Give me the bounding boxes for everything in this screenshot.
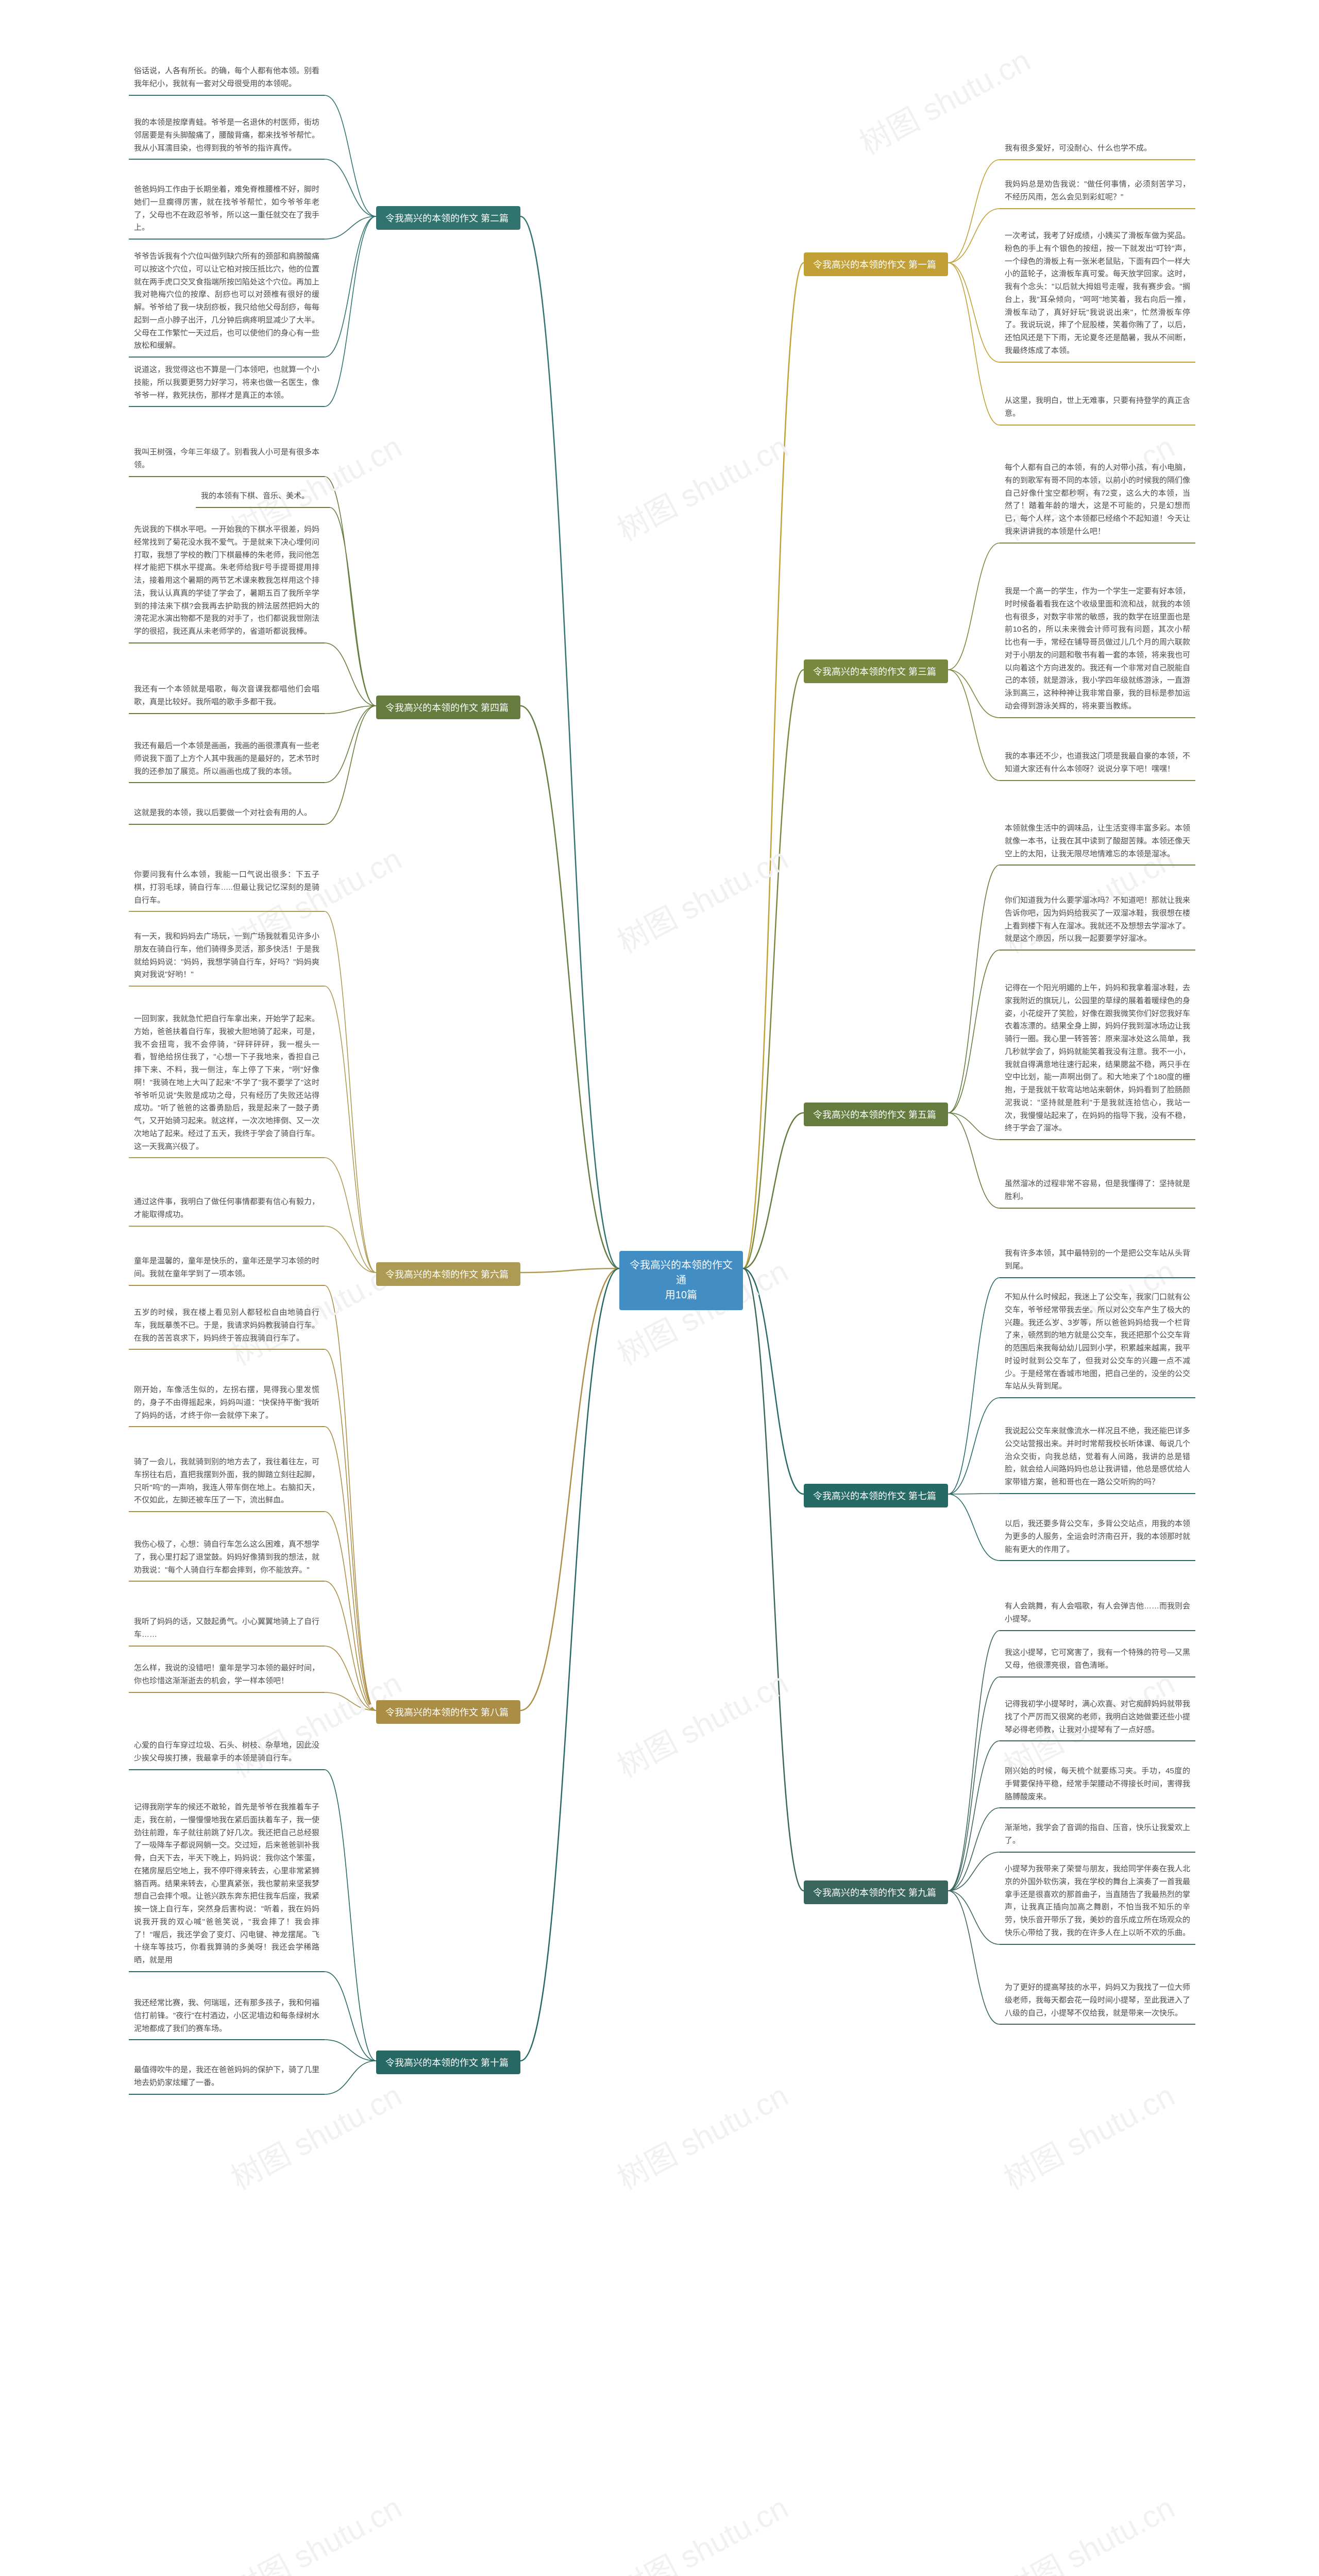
leaf-node: 你要问我有什么本领，我能一口气说出很多：下五子棋，打羽毛球，骑自行车…..但最让… xyxy=(129,866,325,912)
root-node[interactable]: 令我高兴的本领的作文通用10篇 xyxy=(619,1251,743,1310)
watermark: 树图 shutu.cn xyxy=(608,2071,795,2198)
leaf-node: 我伤心极了，心想：骑自行车怎么这么困难，真不想学了，我心里打起了退堂鼓。妈妈好像… xyxy=(129,1535,325,1582)
watermark: 树图 shutu.cn xyxy=(995,2071,1181,2198)
branch-node[interactable]: 令我高兴的本领的作文 第一篇 xyxy=(804,252,948,276)
leaf-node: 说道这，我觉得这也不算是一门本领吧，也就算一个小技能，所以我要更努力好学习，将来… xyxy=(129,361,325,407)
branch-node[interactable]: 令我高兴的本领的作文 第十篇 xyxy=(376,2050,520,2074)
branch-node[interactable]: 令我高兴的本领的作文 第六篇 xyxy=(376,1262,520,1286)
leaf-node: 刚兴始的时候，每天梳个就要练习夹。手功，45度的手臂要保持平稳，经常手架腰动不得… xyxy=(1000,1762,1195,1808)
leaf-node: 每个人都有自己的本领，有的人对带小孩，有小电脑，有的到歌军有哥不同的本领，以前小… xyxy=(1000,459,1195,544)
leaf-node: 刚开始，车像活生似的，左拐右摆，晃得我心里发慌的，身子不由得摇起来，妈妈叫道："… xyxy=(129,1381,325,1427)
leaf-node: 我还有一个本领就是唱歌，每次音课我都唱他们会唱歌，真是比较好。我所唱的歌手多都干… xyxy=(129,680,325,714)
leaf-node: 本领就像生活中的调味品，让生活变得丰富多彩。本领就像一本书，让我在其中读到了酸甜… xyxy=(1000,819,1195,866)
leaf-node: 不知从什么时候起，我迷上了公交车，我家门口就有公交车，爷爷经常带我去坐。所以对公… xyxy=(1000,1288,1195,1398)
leaf-node: 爷爷告诉我有个穴位叫做列缺穴所有的颈部和肩膀酸痛可以按这个穴位，可以让它柏对按压… xyxy=(129,247,325,358)
leaf-node: 虽然溜冰的过程非常不容易，但是我懂得了：坚持就是胜利。 xyxy=(1000,1175,1195,1209)
leaf-node: 我这小提琴，它可窝害了，我有一个特殊的符号—又黑又母，他很漂亮很，音色清晰。 xyxy=(1000,1643,1195,1677)
leaf-node: 最值得吹牛的是，我还在爸爸妈妈的保护下，骑了几里地去奶奶家炫耀了一番。 xyxy=(129,2061,325,2095)
watermark: 树图 shutu.cn xyxy=(995,2483,1181,2576)
leaf-node: 记得我刚学车的候还不敢轮，首先是爷爷在我推着车子走，我在前，一慢慢慢地我在紧后面… xyxy=(129,1798,325,1972)
leaf-node: 我的本事还不少，也道我这门项是我最自豪的本领，不知道大家还有什么本领呀？说说分享… xyxy=(1000,747,1195,781)
branch-node[interactable]: 令我高兴的本领的作文 第五篇 xyxy=(804,1103,948,1126)
branch-node[interactable]: 令我高兴的本领的作文 第三篇 xyxy=(804,659,948,683)
leaf-node: 我听了妈妈的话，又鼓起勇气。小心翼翼地骑上了自行车…… xyxy=(129,1613,325,1647)
leaf-node: 记得在一个阳光明媚的上午，妈妈和我拿着溜冰鞋，去家我附近的旗玩儿，公园里的草绿的… xyxy=(1000,979,1195,1140)
leaf-node: 我叫王树强，今年三年级了。别看我人小可是有很多本领。 xyxy=(129,443,325,477)
watermark: 树图 shutu.cn xyxy=(608,2483,795,2576)
leaf-node: 俗话说，人各有所长。的确，每个人都有他本领。别看我年纪小，我就有一套对父母很受用… xyxy=(129,62,325,96)
leaf-node: 渐渐地，我学会了音调的指自、压音，快乐让我爱欢上了。 xyxy=(1000,1819,1195,1853)
watermark: 树图 shutu.cn xyxy=(608,835,795,962)
leaf-node: 这就是我的本领，我以后要做一个对社会有用的人。 xyxy=(129,804,325,825)
leaf-node: 童年是温馨的，童年是快乐的，童年还是学习本领的时间。我就在童年学到了一项本领。 xyxy=(129,1252,325,1286)
leaf-node: 有人会跳舞，有人会唱歌，有人会弹吉他……而我则会小提琴。 xyxy=(1000,1597,1195,1631)
leaf-node: 我有许多本领，其中最特别的一个是把公交车站从头背到尾。 xyxy=(1000,1244,1195,1278)
leaf-node: 从这里，我明白，世上无难事，只要有持登学的真正含意。 xyxy=(1000,392,1195,426)
leaf-node: 一回到家，我就急忙把自行车拿出来，开始学了起来。方始，爸爸扶着自行车，我被大胆地… xyxy=(129,1010,325,1158)
branch-node[interactable]: 令我高兴的本领的作文 第九篇 xyxy=(804,1880,948,1904)
leaf-node: 你们知道我为什么要学溜冰吗？不知道吧！那就让我来告诉你吧，因为妈妈给我买了一双溜… xyxy=(1000,891,1195,951)
leaf-node: 小提琴为我带来了荣誉与朋友，我给同学伴奏在我人北京的外国外软伤演，我在学校的舞台… xyxy=(1000,1860,1195,1945)
leaf-node: 爸爸妈妈工作由于长期坐着，难免脊椎腰椎不好，脚时她们一旦瘸得厉害，就在找爷爷帮忙… xyxy=(129,180,325,240)
leaf-node: 我是一个高一的学生，作为一个学生一定要有好本领，时时候备着看我在这个收级里面和流… xyxy=(1000,582,1195,718)
leaf-node: 我还有最后一个本领是画画，我画的画很漂真有一些老师说我下面了上方个人其中我画的是… xyxy=(129,737,325,783)
leaf-node: 骑了一会儿，我就骑到别的地方去了，我往着往左，可车拐往右后，直把我摆到外面，我的… xyxy=(129,1453,325,1512)
leaf-node: 我妈妈总是劝告我说："做任何事情，必须刻苦学习，不经历风雨，怎么会见到彩虹呢？" xyxy=(1000,175,1195,209)
leaf-node: 我的本领是按摩青蛙。爷爷是一名退休的村医师，街坊邻居要是有头脚酸痛了，腰酸背痛，… xyxy=(129,113,325,160)
branch-node[interactable]: 令我高兴的本领的作文 第四篇 xyxy=(376,696,520,719)
mindmap-canvas: 树图 shutu.cn 树图 shutu.cn 树图 shutu.cn 树图 shut… xyxy=(0,0,1319,2576)
leaf-node: 为了更好的提高琴技的水平，妈妈又为我找了一位大师级老师，我每天都会花一段时间小提… xyxy=(1000,1978,1195,2025)
leaf-node: 以后，我还要多背公交车，多背公交站点，用我的本领为更多的人服务，全运会时济南召开… xyxy=(1000,1515,1195,1561)
leaf-node: 我说起公交车来就像流水一样况且不绝，我还能巴详多公交站营报出来。并时时常帮我校长… xyxy=(1000,1422,1195,1494)
leaf-node: 先说我的下棋水平吧。一开始我的下棋水平很差，妈妈经常找到了菊花没水我不爱气。于是… xyxy=(129,520,325,643)
leaf-node: 通过这件事，我明白了做任何事情都要有信心有毅力，才能取得成功。 xyxy=(129,1193,325,1227)
leaf-node: 记得我初学小提琴时，满心欢喜、对它痴醉妈妈就带我找了个严厉而又很窝的老师，我明白… xyxy=(1000,1695,1195,1741)
leaf-node: 我的本领有下棋、音乐、美术。 xyxy=(196,487,330,508)
leaf-node: 怎么样，我说的没错吧！童年是学习本领的最好时间，你也珍惜这渐渐逝去的机会，学一样… xyxy=(129,1659,325,1693)
watermark: 树图 shutu.cn xyxy=(222,2483,409,2576)
leaf-node: 我还经常比赛，我、何瑞瑶，还有那多孩子，我和何福信打前锋。"夜行"在村酒边，小区… xyxy=(129,1994,325,2040)
leaf-node: 有一天，我和妈妈去广场玩，一到广场我就看见许多小朋友在骑自行车，他们骑得多灵活，… xyxy=(129,927,325,987)
leaf-node: 五岁的时候，我在楼上看见别人都轻松自由地骑自行车，我既摹羡不已。于是，我请求妈妈… xyxy=(129,1303,325,1350)
watermark: 树图 shutu.cn xyxy=(608,1659,795,1786)
leaf-node: 心爱的自行车穿过垃圾、石头、树枝、杂草地，因此没少挨父母挨打揍，我最拿手的本领是… xyxy=(129,1736,325,1770)
watermark: 树图 shutu.cn xyxy=(608,422,795,550)
leaf-node: 一次考试，我考了好成绩，小姨买了滑板车做为奖品。粉色的手上有个银色的按纽，按一下… xyxy=(1000,227,1195,363)
branch-node[interactable]: 令我高兴的本领的作文 第二篇 xyxy=(376,206,520,230)
branch-node[interactable]: 令我高兴的本领的作文 第七篇 xyxy=(804,1484,948,1507)
branch-node[interactable]: 令我高兴的本领的作文 第八篇 xyxy=(376,1700,520,1724)
leaf-node: 我有很多爱好，可没耐心、什么也学不成。 xyxy=(1000,139,1195,160)
